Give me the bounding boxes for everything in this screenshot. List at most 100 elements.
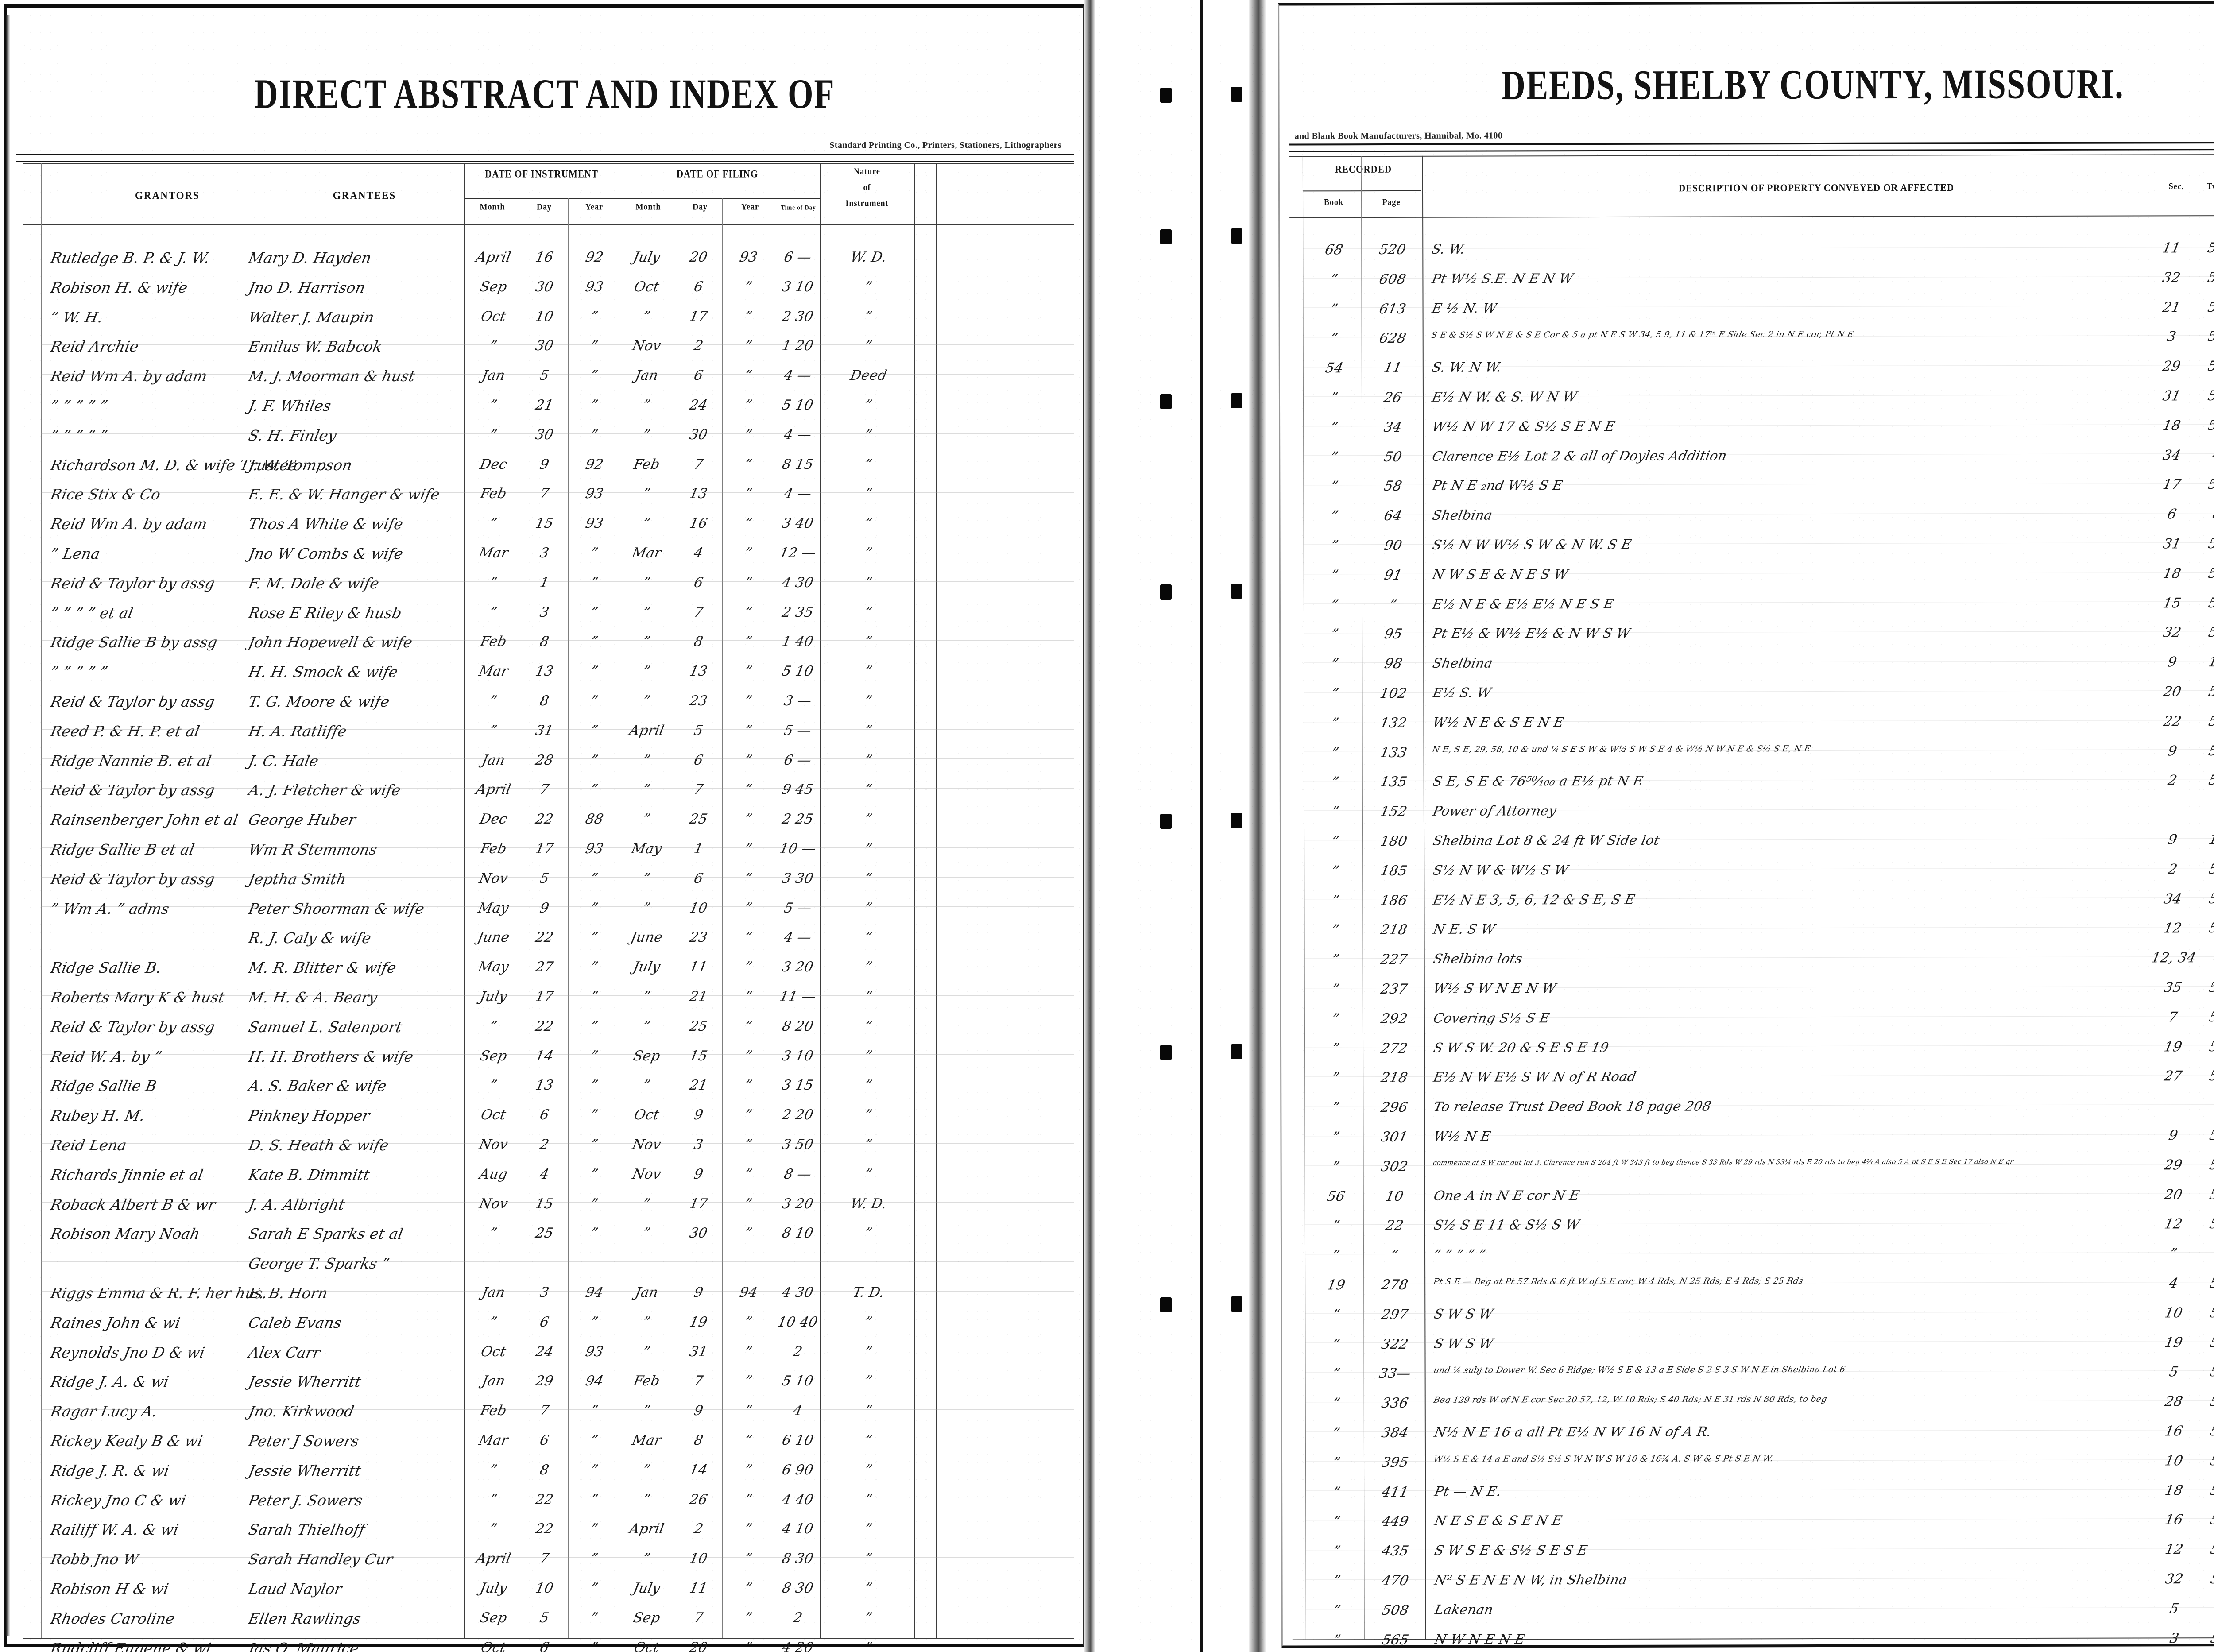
grantee-name: M. J. Moorman & hust — [247, 368, 417, 385]
filing-month: ” — [641, 634, 652, 650]
section-number: 12 — [2164, 1541, 2185, 1558]
filing-day: 2 — [693, 1521, 704, 1537]
property-description: S W S W — [1432, 1306, 1494, 1322]
filing-year: ” — [743, 1432, 754, 1448]
filing-day: 24 — [688, 397, 709, 413]
section-number: 31 — [2161, 388, 2182, 404]
section-number: ” — [2168, 1246, 2179, 1262]
registration-mark — [1231, 584, 1242, 599]
grantee-name: Caleb Evans — [247, 1314, 344, 1331]
instrument-day: 30 — [534, 426, 555, 443]
left-row-rule — [41, 758, 1074, 759]
instrument-day: 17 — [534, 841, 555, 857]
filing-time: 6 — — [782, 752, 813, 768]
recorded-book: ” — [1331, 1602, 1342, 1619]
instrument-day: 3 — [538, 604, 550, 620]
col-header-inst-year: Year — [585, 201, 603, 212]
grantee-name: Laud Naylor — [247, 1580, 344, 1598]
section-number: 20 — [2163, 1186, 2184, 1203]
grantee-name: Wm R Stemmons — [247, 841, 379, 858]
instrument-day: 22 — [534, 811, 555, 828]
filing-day: 4 — [693, 545, 704, 561]
property-description: N E. S W — [1432, 921, 1497, 938]
grantee-name: M. H. & A. Beary — [247, 989, 379, 1006]
instrument-day: 21 — [534, 397, 555, 413]
filing-month: ” — [641, 515, 652, 532]
township-number: 57 — [2207, 743, 2214, 759]
nature-of-instrument: ” — [863, 752, 874, 768]
recorded-page: 102 — [1378, 685, 1409, 702]
left-ledger-page: DIRECT ABSTRACT AND INDEX OF Standard Pr… — [4, 4, 1084, 1652]
filing-day: 13 — [688, 663, 709, 680]
filing-time: 6 90 — [781, 1462, 815, 1478]
recorded-page: 302 — [1379, 1158, 1409, 1175]
filing-year: ” — [743, 959, 754, 975]
instrument-day: 25 — [534, 1225, 555, 1242]
grantee-name: Jessie Wherritt — [247, 1462, 363, 1479]
filing-time: 12 — — [778, 545, 817, 561]
property-description: Shelbina — [1431, 507, 1494, 524]
recorded-page: 33— — [1378, 1366, 1413, 1382]
recorded-page: ” — [1388, 596, 1398, 613]
grantee-name: E. E. & W. Hanger & wife — [247, 486, 441, 503]
instrument-year: ” — [589, 1314, 600, 1330]
filing-time: 8 15 — [781, 456, 815, 472]
section-number: 29 — [2161, 358, 2182, 375]
left-row-rule — [41, 1291, 1074, 1292]
instrument-year: ” — [589, 1403, 600, 1419]
grantee-name: Samuel L. Salenport — [247, 1018, 404, 1036]
grantee-name: Walter J. Maupin — [247, 308, 376, 326]
filing-time: 2 — [792, 1343, 804, 1360]
property-description: Power of Attorney — [1431, 803, 1558, 820]
recorded-page: 628 — [1378, 330, 1408, 347]
instrument-month: ” — [488, 1491, 499, 1508]
instrument-month: Nov — [478, 1195, 509, 1212]
property-description: S½ N W W½ S W & N W. S E — [1431, 537, 1633, 553]
left-table-bottom-rule — [23, 1638, 1074, 1639]
filing-month: ” — [641, 782, 652, 798]
township-number: 59 — [2208, 1038, 2214, 1055]
filing-year: ” — [743, 1373, 754, 1389]
instrument-day: 1 — [538, 574, 550, 591]
nature-of-instrument: ” — [863, 1491, 874, 1508]
recorded-page: 98 — [1383, 656, 1404, 672]
recorded-book: ” — [1330, 804, 1340, 820]
filing-year: ” — [743, 1491, 754, 1508]
filing-day: 9 — [693, 1403, 704, 1419]
recorded-page: 95 — [1383, 626, 1404, 642]
filing-month: ” — [641, 1018, 652, 1034]
instrument-day: 5 — [538, 368, 550, 384]
grantee-name: J. W. Tompson — [247, 456, 354, 474]
filing-year: ” — [743, 929, 754, 946]
nature-of-instrument: ” — [863, 1639, 874, 1652]
section-number: 16 — [2164, 1512, 2185, 1528]
col-header-recorded: RECORDED — [1335, 163, 1392, 175]
left-row-rule — [41, 344, 1074, 345]
col-header-time-of-day: Time of Day — [781, 204, 816, 211]
nature-of-instrument: ” — [863, 545, 874, 561]
recorded-book: ” — [1330, 774, 1340, 790]
grantee-name: J. C. Hale — [247, 752, 320, 770]
instrument-month: Mar — [477, 663, 510, 680]
filing-time: 1 40 — [781, 634, 815, 650]
grantor-name: Rickey Kealy B & wi — [49, 1432, 204, 1450]
instrument-day: 22 — [534, 1491, 555, 1508]
recorded-book: ” — [1331, 1070, 1341, 1086]
instrument-year: ” — [589, 959, 600, 975]
section-number: 9 — [2167, 1127, 2179, 1144]
instrument-year: ” — [589, 663, 600, 680]
registration-mark — [1231, 813, 1242, 828]
filing-time: 2 35 — [781, 604, 815, 620]
instrument-month: Aug — [478, 1166, 509, 1182]
grantee-name: Jno. Kirkwood — [247, 1403, 356, 1420]
grantor-name: Reid Archie — [49, 338, 140, 356]
filing-day: 1 — [693, 841, 704, 857]
recorded-page: 411 — [1380, 1484, 1410, 1500]
nature-of-instrument: ” — [863, 1314, 874, 1330]
instrument-month: Mar — [477, 545, 510, 561]
recorded-book: ” — [1329, 567, 1340, 584]
township-number: ” — [2196, 1246, 2214, 1261]
filing-time: 3 10 — [781, 279, 815, 295]
filing-month: Nov — [631, 1166, 662, 1182]
section-number: 12 — [2162, 920, 2183, 936]
